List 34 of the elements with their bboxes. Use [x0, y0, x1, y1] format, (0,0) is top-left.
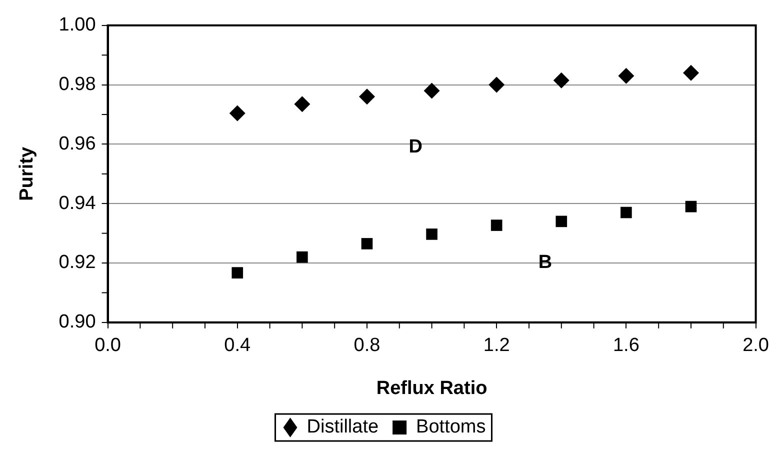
x-axis-title: Reflux Ratio [376, 378, 488, 399]
y-tick-label: 0.96 [58, 133, 96, 154]
point [620, 206, 632, 218]
y-tick-label: 1.00 [58, 14, 96, 36]
y-tick-label: 0.94 [58, 192, 96, 214]
x-tick-label: 1.6 [612, 335, 640, 356]
x-tick-label: 0.8 [354, 335, 380, 356]
annotation: D [408, 136, 422, 158]
annotation: B [538, 252, 552, 274]
y-tick-label: 0.98 [58, 74, 96, 96]
y-tick-label: 0.92 [58, 252, 96, 274]
point [682, 64, 699, 81]
y-tick-label: 0.90 [58, 312, 96, 333]
legend-label: Distillate [306, 416, 379, 438]
point [618, 68, 634, 84]
y-axis-title: Purity [16, 146, 38, 201]
x-tick-label: 0.0 [94, 335, 121, 356]
legend-label: Bottoms [416, 416, 486, 438]
point [685, 200, 697, 212]
point [358, 88, 375, 105]
x-tick-label: 0.4 [224, 335, 252, 356]
point [490, 220, 502, 231]
point [488, 76, 505, 93]
point [229, 105, 246, 122]
point [553, 72, 570, 88]
point [556, 216, 568, 228]
x-tick-label: 2.0 [742, 335, 770, 356]
point [361, 238, 373, 250]
point [296, 251, 308, 263]
point [426, 228, 438, 240]
point [294, 96, 310, 112]
point [424, 82, 440, 99]
point [232, 267, 244, 278]
x-tick-label: 1.2 [483, 335, 510, 356]
